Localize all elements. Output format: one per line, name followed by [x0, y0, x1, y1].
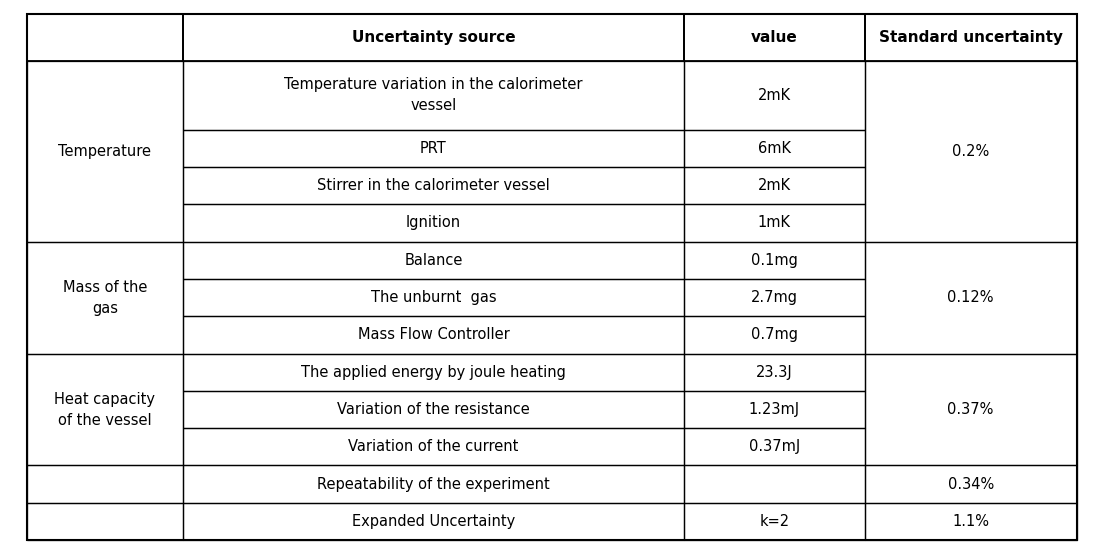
Text: Stirrer in the calorimeter vessel: Stirrer in the calorimeter vessel [317, 178, 550, 193]
Bar [27, 353, 183, 465]
Bar [865, 353, 1077, 465]
Text: Temperature variation in the calorimeter
vessel: Temperature variation in the calorimeter… [284, 77, 583, 113]
Text: The unburnt  gas: The unburnt gas [371, 290, 496, 305]
Text: 6mK: 6mK [757, 141, 791, 156]
Bar [684, 204, 865, 242]
Text: 1mK: 1mK [757, 216, 791, 230]
Bar [865, 14, 1077, 60]
Text: 2mK: 2mK [757, 88, 791, 102]
Text: 1.23mJ: 1.23mJ [749, 402, 800, 417]
Bar [684, 316, 865, 353]
Text: 1.1%: 1.1% [952, 514, 989, 529]
Bar [27, 14, 183, 60]
Text: k=2: k=2 [760, 514, 789, 529]
Bar [183, 465, 684, 503]
Bar [684, 279, 865, 316]
Text: value: value [751, 30, 798, 45]
Bar [684, 391, 865, 428]
Text: Variation of the current: Variation of the current [349, 439, 518, 454]
Bar [183, 204, 684, 242]
Bar [183, 167, 684, 204]
Text: Ignition: Ignition [406, 216, 461, 230]
Bar [684, 60, 865, 130]
Bar [183, 428, 684, 465]
Text: Variation of the resistance: Variation of the resistance [337, 402, 530, 417]
Text: Repeatability of the experiment: Repeatability of the experiment [317, 476, 550, 491]
Bar [183, 316, 684, 353]
Text: 2.7mg: 2.7mg [751, 290, 798, 305]
Text: 0.37%: 0.37% [948, 402, 994, 417]
Bar [684, 242, 865, 279]
Bar [865, 503, 1077, 540]
Text: Mass of the
gas: Mass of the gas [62, 280, 148, 316]
Bar [684, 428, 865, 465]
Text: Heat capacity
of the vessel: Heat capacity of the vessel [55, 392, 155, 428]
Bar [684, 353, 865, 391]
Text: 0.12%: 0.12% [948, 290, 994, 305]
Text: Mass Flow Controller: Mass Flow Controller [357, 327, 509, 342]
Text: 0.7mg: 0.7mg [751, 327, 798, 342]
Bar [684, 14, 865, 60]
Bar [183, 391, 684, 428]
Text: 0.1mg: 0.1mg [751, 253, 798, 268]
Bar [684, 167, 865, 204]
Text: 0.2%: 0.2% [952, 143, 989, 158]
Bar [183, 353, 684, 391]
Bar [684, 503, 865, 540]
Bar [684, 465, 865, 503]
Bar [183, 60, 684, 130]
Bar [183, 14, 684, 60]
Bar [27, 242, 183, 353]
Bar [27, 60, 183, 242]
Bar [27, 503, 183, 540]
Text: The applied energy by joule heating: The applied energy by joule heating [301, 365, 566, 379]
Bar [183, 279, 684, 316]
Text: Balance: Balance [404, 253, 462, 268]
Bar [865, 465, 1077, 503]
Bar [865, 242, 1077, 353]
Bar [27, 465, 183, 503]
Bar [865, 60, 1077, 242]
Text: 0.37mJ: 0.37mJ [749, 439, 800, 454]
Text: 0.34%: 0.34% [948, 476, 994, 491]
Text: 2mK: 2mK [757, 178, 791, 193]
Text: 23.3J: 23.3J [756, 365, 792, 379]
Text: Expanded Uncertainty: Expanded Uncertainty [352, 514, 515, 529]
Text: Uncertainty source: Uncertainty source [352, 30, 515, 45]
Bar [183, 242, 684, 279]
Bar [183, 130, 684, 167]
Bar [183, 503, 684, 540]
Text: Temperature: Temperature [58, 143, 152, 158]
Text: Standard uncertainty: Standard uncertainty [879, 30, 1062, 45]
Text: PRT: PRT [420, 141, 447, 156]
Bar [684, 130, 865, 167]
